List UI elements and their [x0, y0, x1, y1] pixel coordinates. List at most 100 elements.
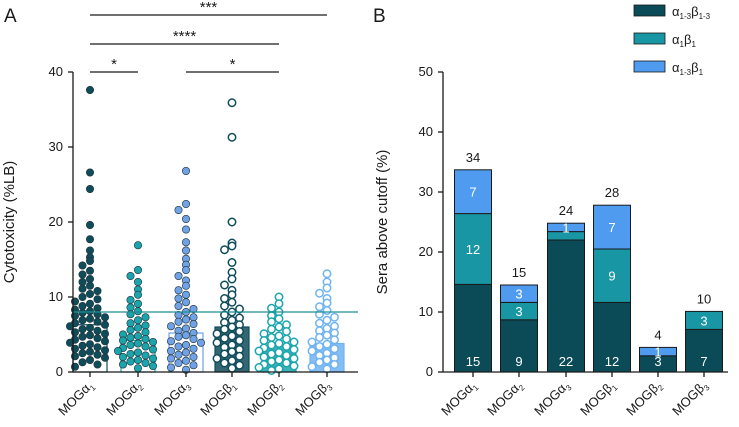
- data-point: [182, 265, 191, 274]
- x-tick-label: MOGβ3: [292, 377, 335, 420]
- data-point: [119, 352, 128, 361]
- y-tick-label: 10: [49, 289, 63, 304]
- data-point: [134, 277, 143, 286]
- data-point: [93, 360, 102, 369]
- panel-a-ylabel: Cytotoxicity (%LB): [1, 161, 18, 284]
- data-point: [93, 295, 102, 304]
- data-point: [220, 245, 229, 255]
- segment-label: 22: [559, 354, 573, 369]
- data-point: [235, 327, 244, 336]
- data-point: [227, 297, 237, 307]
- data-point: [227, 356, 237, 366]
- bar-segment: [639, 346, 677, 357]
- data-point: [182, 315, 191, 324]
- data-point: [182, 290, 191, 299]
- data-point: [78, 332, 87, 341]
- data-point: [289, 337, 299, 347]
- data-point: [141, 328, 150, 337]
- segment-label: 7: [469, 185, 476, 200]
- segment-label: 9: [608, 269, 615, 284]
- data-point: [134, 290, 143, 299]
- data-point: [78, 292, 87, 301]
- significance-brackets: ******** *: [90, 0, 327, 73]
- data-point: [330, 335, 339, 345]
- data-point: [322, 306, 332, 315]
- data-point: [189, 319, 198, 328]
- data-point: [126, 325, 135, 334]
- data-point: [220, 324, 229, 334]
- bar-segment: [454, 283, 492, 373]
- data-point: [134, 348, 143, 357]
- legend-label: α1-3β1: [672, 60, 704, 77]
- data-point: [267, 333, 276, 342]
- legend-label: α1-3β1-3: [672, 4, 711, 21]
- data-point: [86, 221, 95, 230]
- data-point: [182, 324, 191, 333]
- data-point: [267, 349, 276, 359]
- data-point: [141, 313, 150, 322]
- data-point: [78, 284, 87, 293]
- data-point: [274, 355, 284, 365]
- data-point: [227, 98, 237, 108]
- data-point: [274, 314, 284, 324]
- data-point: [126, 303, 135, 312]
- total-label: 34: [466, 150, 480, 165]
- data-point: [282, 342, 291, 351]
- data-point: [322, 355, 332, 365]
- y-tick-label: 10: [419, 304, 433, 319]
- data-point: [227, 363, 237, 373]
- legend-swatch: [633, 60, 666, 73]
- x-tick-label: MOGα1: [55, 377, 98, 420]
- data-point: [119, 336, 128, 345]
- data-point: [289, 354, 299, 363]
- data-point: [322, 269, 332, 279]
- data-point: [274, 331, 284, 341]
- x-tick-label: MOGα2: [484, 377, 527, 420]
- data-point: [315, 318, 324, 328]
- data-point: [86, 86, 95, 95]
- data-point: [282, 351, 291, 360]
- segment-label: 3: [654, 354, 661, 369]
- data-point: [66, 322, 75, 331]
- data-point: [78, 270, 87, 279]
- data-point: [182, 225, 191, 234]
- data-point: [78, 325, 87, 334]
- data-point: [259, 352, 269, 362]
- data-point: [189, 344, 198, 353]
- data-point: [182, 356, 191, 365]
- data-point: [93, 317, 102, 326]
- data-point: [220, 358, 229, 368]
- data-point: [66, 338, 75, 347]
- data-point: [189, 352, 198, 361]
- data-point: [86, 289, 95, 298]
- segment-label: 7: [700, 354, 707, 369]
- data-point: [267, 340, 276, 350]
- bar-segment: [593, 248, 631, 303]
- data-point: [267, 317, 276, 327]
- data-point: [315, 342, 324, 351]
- data-point: [182, 340, 191, 349]
- segment-label: 12: [605, 354, 619, 369]
- data-point: [282, 327, 291, 336]
- data-point: [134, 316, 143, 325]
- bar-segment: [593, 204, 631, 250]
- data-point: [227, 290, 237, 300]
- y-tick-label: 0: [426, 364, 433, 379]
- data-point: [86, 299, 95, 308]
- data-point: [189, 304, 198, 313]
- data-point: [227, 258, 237, 267]
- bar-segment: [500, 284, 538, 303]
- data-point: [101, 353, 110, 362]
- data-point: [86, 246, 95, 255]
- data-point: [182, 281, 191, 290]
- data-point: [227, 347, 237, 357]
- data-point: [307, 362, 317, 372]
- data-point: [134, 355, 143, 364]
- data-point: [174, 358, 183, 367]
- data-point: [174, 350, 183, 359]
- bar-segment: [685, 310, 723, 330]
- segment-label: 3: [515, 287, 522, 302]
- data-point: [86, 355, 95, 364]
- total-label: 4: [654, 327, 661, 342]
